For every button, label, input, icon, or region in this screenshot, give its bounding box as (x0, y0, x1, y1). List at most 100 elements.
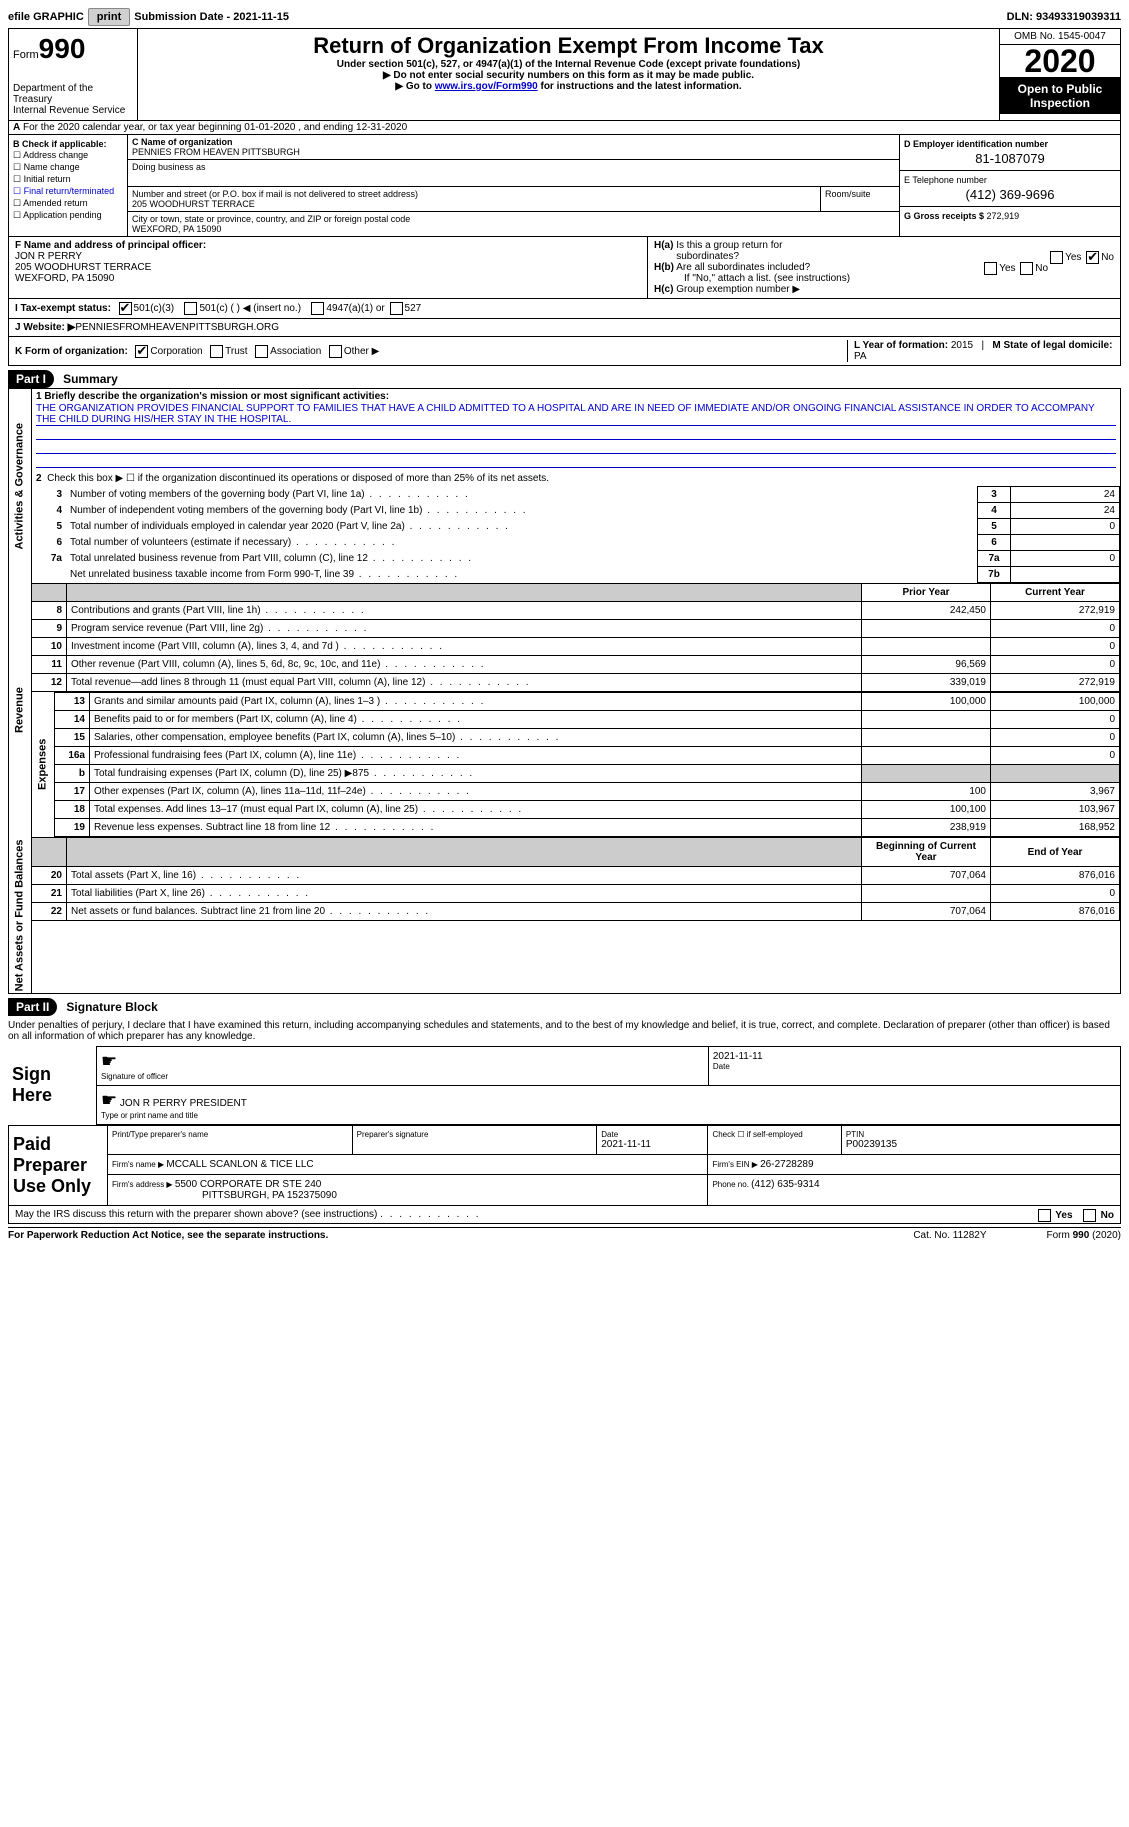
blank-num (32, 584, 67, 602)
ein-label: D Employer identification number (904, 139, 1048, 149)
gov-rows: 2 Check this box ▶ ☐ if the organization… (32, 471, 1121, 583)
print-button[interactable]: print (88, 8, 130, 26)
cb-501c[interactable] (184, 302, 197, 315)
firm-addr1: 5500 CORPORATE DR STE 240 (175, 1179, 322, 1190)
column-b: B Check if applicable: ☐ Address change … (9, 135, 128, 236)
header-row: Form990 Department of the Treasury Inter… (8, 28, 1121, 121)
part2-title: Signature Block (66, 1000, 157, 1014)
sign-here-table: Sign Here ☛ Signature of officer 2021-11… (8, 1046, 1121, 1125)
hb-line: H(b) Are all subordinates included? Yes … (654, 262, 1114, 273)
table-row: 14Benefits paid to or for members (Part … (55, 711, 1120, 729)
check-self: Check ☐ if self-employed (712, 1130, 836, 1139)
tax-year: 2020 (1000, 45, 1120, 78)
b-opt-4: Amended return (23, 198, 88, 208)
discuss-no[interactable] (1083, 1209, 1096, 1222)
date-label: Date (713, 1062, 1116, 1071)
cb-assoc[interactable] (255, 345, 268, 358)
dba-label: Doing business as (132, 162, 206, 172)
vert-expenses: Expenses (32, 692, 55, 837)
cb-amended[interactable]: ☐ Amended return (13, 198, 123, 209)
city-label: City or town, state or province, country… (132, 214, 410, 224)
table-row: 17Other expenses (Part IX, column (A), l… (55, 783, 1120, 801)
b-opt-1: Name change (24, 162, 80, 172)
f-label: F Name and address of principal officer: (15, 240, 206, 251)
cb-other[interactable] (329, 345, 342, 358)
ptin-cell: PTIN P00239135 (841, 1125, 1120, 1154)
prep-date: 2021-11-11 (601, 1139, 703, 1150)
hdr-curr: Current Year (991, 584, 1120, 602)
prep-name-cell: Print/Type preparer's name (108, 1125, 353, 1154)
header-right: OMB No. 1545-0047 2020 Open to Public In… (999, 29, 1120, 120)
m-label: M State of legal domicile: (992, 340, 1112, 351)
subtitle-2: ▶ Do not enter social security numbers o… (144, 70, 993, 81)
self-emp-cell: Check ☐ if self-employed (708, 1125, 841, 1154)
gov-row: 5Total number of individuals employed in… (32, 519, 1120, 535)
hb-no[interactable] (1020, 262, 1033, 275)
k-o2: Trust (225, 346, 247, 357)
cb-address[interactable]: ☐ Address change (13, 150, 123, 161)
hb-yes[interactable] (984, 262, 997, 275)
header-mid: Return of Organization Exempt From Incom… (138, 29, 999, 120)
table-row: 15Salaries, other compensation, employee… (55, 729, 1120, 747)
cb-527[interactable] (390, 302, 403, 315)
gross-block: G Gross receipts $ 272,919 (900, 207, 1120, 225)
dots (380, 1209, 480, 1220)
sig-officer-label: Signature of officer (101, 1072, 704, 1081)
goto-prefix: ▶ Go to (395, 81, 434, 92)
k-row: K Form of organization: Corporation Trus… (8, 337, 1121, 366)
sig-date-cell: 2021-11-11 Date (708, 1046, 1120, 1085)
h-block: H(a) Is this a group return for subordin… (647, 237, 1120, 298)
cb-name[interactable]: ☐ Name change (13, 162, 123, 173)
discuss-yes[interactable] (1038, 1209, 1051, 1222)
dln-value: 93493319039311 (1036, 11, 1121, 23)
column-cd: C Name of organization PENNIES FROM HEAV… (128, 135, 899, 236)
table-row: 10Investment income (Part VIII, column (… (32, 638, 1120, 656)
gov-row: Net unrelated business taxable income fr… (32, 567, 1120, 583)
cb-initial[interactable]: ☐ Initial return (13, 174, 123, 185)
subtitle-3: ▶ Go to www.irs.gov/Form990 for instruct… (144, 81, 993, 92)
website-row: J Website: ▶ PENNIESFROMHEAVENPITTSBURGH… (8, 319, 1121, 337)
mission-text: THE ORGANIZATION PROVIDES FINANCIAL SUPP… (36, 403, 1116, 426)
summary-table: Activities & Governance 1 Briefly descri… (8, 388, 1121, 994)
phone-block: E Telephone number (412) 369-9696 (900, 171, 1120, 207)
vert-netassets: Net Assets or Fund Balances (9, 837, 32, 993)
firm-ein: 26-2728289 (760, 1159, 813, 1170)
row-fh: F Name and address of principal officer:… (8, 237, 1121, 299)
table-row: 12Total revenue—add lines 8 through 11 (… (32, 674, 1120, 692)
table-row: 22Net assets or fund balances. Subtract … (32, 903, 1120, 921)
cb-final[interactable]: ☐ Final return/terminated (13, 186, 123, 197)
prep-date-cell: Date 2021-11-11 (597, 1125, 708, 1154)
phone-value: (412) 369-9696 (904, 187, 1116, 202)
dln: DLN: 93493319039311 (1007, 11, 1121, 23)
i-o2: 501(c) ( ) ◀ (insert no.) (199, 303, 301, 314)
cb-corp[interactable] (135, 345, 148, 358)
table-row: bTotal fundraising expenses (Part IX, co… (55, 765, 1120, 783)
rev-table: Prior Year Current Year 8Contributions a… (32, 583, 1120, 692)
officer-name-cell: ☛ JON R PERRY PRESIDENT Type or print na… (97, 1085, 1121, 1124)
firm-phone: (412) 635-9314 (751, 1179, 819, 1190)
b-opt-3: Final return/terminated (24, 186, 115, 196)
hdr-prior: Prior Year (862, 584, 991, 602)
ptin-value: P00239135 (846, 1139, 1116, 1150)
cb-4947[interactable] (311, 302, 324, 315)
m-val: PA (854, 351, 867, 362)
cb-501c3[interactable] (119, 302, 132, 315)
table-row: 8Contributions and grants (Part VIII, li… (32, 602, 1120, 620)
l-val: 2015 (951, 340, 973, 351)
cb-pending[interactable]: ☐ Application pending (13, 210, 123, 221)
org-addr: 205 WOODHURST TERRACE (132, 199, 255, 209)
ha-no[interactable] (1086, 251, 1099, 264)
efile-label: efile GRAPHIC (8, 11, 84, 23)
line-a: A For the 2020 calendar year, or tax yea… (8, 121, 1121, 135)
goto-suffix: for instructions and the latest informat… (538, 81, 742, 92)
k-o4: Other ▶ (344, 346, 379, 357)
website-value: PENNIESFROMHEAVENPITTSBURGH.ORG (75, 322, 279, 333)
declaration: Under penalties of perjury, I declare th… (8, 1020, 1121, 1042)
ha-yes[interactable] (1050, 251, 1063, 264)
cb-trust[interactable] (210, 345, 223, 358)
irs-link[interactable]: www.irs.gov/Form990 (435, 81, 538, 92)
dba-block: Doing business as (128, 160, 899, 187)
exp-block: 13Grants and similar amounts paid (Part … (55, 692, 1121, 837)
addr-label: Number and street (or P.O. box if mail i… (132, 189, 418, 199)
prep-sig-label: Preparer's signature (357, 1130, 593, 1139)
